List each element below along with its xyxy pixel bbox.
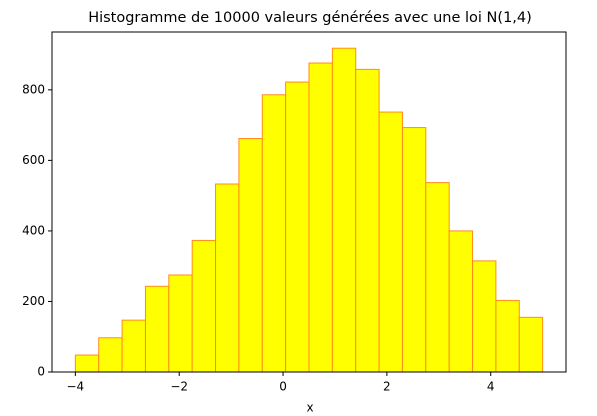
bar [495, 299, 520, 373]
bar [215, 183, 240, 373]
x-tick-label: −2 [170, 380, 188, 394]
bar [285, 81, 310, 373]
bar [355, 68, 380, 373]
y-tick-label: 200 [22, 294, 45, 308]
bar [261, 94, 287, 373]
bar [121, 319, 146, 373]
bar [144, 285, 170, 373]
bar [308, 62, 333, 373]
x-tick-label: 0 [279, 380, 287, 394]
bar [191, 239, 217, 373]
x-tick-label: 4 [487, 380, 495, 394]
y-tick-label: 0 [37, 365, 45, 379]
bar [331, 47, 357, 373]
plot-frame [51, 31, 567, 373]
x-tick-label: −4 [67, 380, 85, 394]
x-axis-label: x [306, 401, 313, 415]
bar [168, 274, 193, 373]
y-tick-label: 600 [22, 153, 45, 167]
y-tick-label: 400 [22, 223, 45, 237]
chart-title: Histogramme de 10000 valeurs générées av… [88, 10, 532, 26]
bar [74, 354, 100, 373]
bar [98, 337, 123, 373]
bar [425, 182, 450, 373]
bar [448, 230, 474, 373]
bar [401, 127, 427, 373]
bar [238, 138, 263, 373]
x-tick-label: 2 [383, 380, 391, 394]
bar [378, 111, 403, 373]
y-tick-label: 800 [22, 82, 45, 96]
bar [472, 260, 497, 373]
bar [518, 316, 544, 373]
